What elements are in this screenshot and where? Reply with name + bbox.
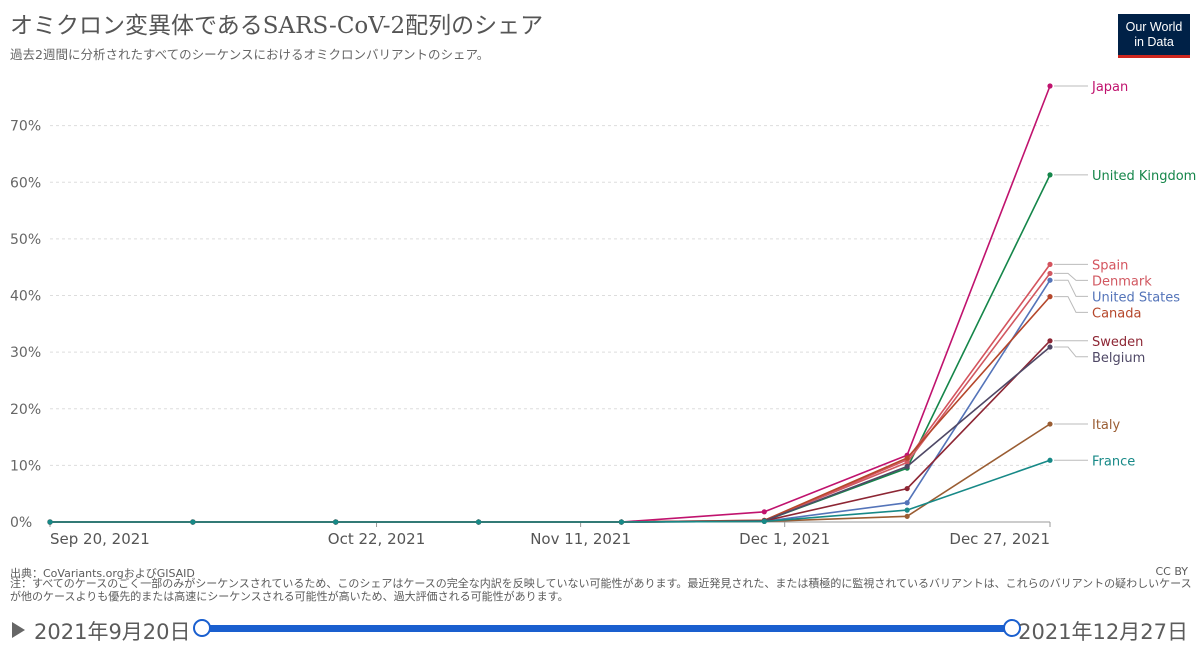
timeline-end-handle[interactable] — [1003, 619, 1021, 637]
legend-label: France — [1092, 454, 1135, 469]
data-point — [1047, 294, 1053, 300]
data-point — [1047, 421, 1053, 427]
timeline-start-handle[interactable] — [193, 619, 211, 637]
data-point — [1047, 338, 1053, 344]
logo-line-2: in Data — [1134, 35, 1174, 49]
data-point — [904, 500, 910, 506]
our-world-in-data-logo[interactable]: Our World in Data — [1118, 14, 1190, 58]
series-line — [50, 423, 1051, 523]
legend-label: Japan — [1091, 80, 1128, 95]
series-line — [50, 279, 1051, 523]
legend-label: Canada — [1092, 306, 1141, 321]
legend-label: Sweden — [1092, 335, 1143, 350]
legend-connector — [1054, 272, 1088, 281]
footnote: 注：すべてのケースのごく一部のみがシーケンスされているため、このシェアはケースの… — [10, 577, 1192, 603]
y-tick-label: 30% — [10, 345, 41, 361]
data-point — [190, 519, 196, 525]
data-point — [904, 513, 910, 519]
data-point — [618, 519, 625, 525]
data-point — [904, 507, 910, 513]
timeline-track[interactable] — [202, 625, 1012, 632]
data-point — [761, 509, 767, 515]
line-chart: 0% 10% 20% 30% 40% 50% 60% 70% Sep 20, 2021 Oct 2… — [10, 80, 1196, 548]
data-point — [1047, 261, 1053, 267]
data-point — [1047, 344, 1053, 350]
x-tick-label: Sep 20, 2021 — [50, 530, 150, 548]
data-point — [1047, 277, 1053, 283]
legend-label: Denmark — [1092, 274, 1152, 289]
y-tick-label: 50% — [10, 232, 41, 248]
data-point — [333, 519, 339, 525]
data-point — [904, 459, 910, 466]
y-tick-label: 40% — [10, 289, 41, 305]
data-point — [904, 485, 910, 492]
play-icon[interactable] — [12, 622, 25, 638]
series-line — [50, 85, 1051, 523]
legend-connector — [1054, 279, 1088, 297]
y-tick-label: 20% — [10, 402, 41, 418]
license-link[interactable]: CC BY — [1155, 565, 1188, 578]
data-point — [1047, 172, 1053, 178]
data-point — [1047, 457, 1053, 463]
timeline-end-label: 2021年12月27日 — [1018, 620, 1188, 644]
legend-label: Belgium — [1092, 351, 1145, 366]
data-point — [904, 463, 910, 470]
data-point — [1047, 83, 1053, 89]
x-tick-label: Dec 1, 2021 — [739, 530, 830, 548]
x-tick-label: Oct 22, 2021 — [328, 530, 426, 548]
source-note: 出典：CoVariants.orgおよびGISAID — [10, 567, 195, 580]
chart-subtitle: 過去2週間に分析されたすべてのシーケンスにおけるオミクロンバリアントのシェア。 — [10, 47, 490, 62]
legend-label: Italy — [1092, 418, 1121, 433]
legend-label: Spain — [1092, 258, 1128, 273]
series-line — [50, 272, 1051, 523]
y-tick-label: 0% — [10, 515, 32, 531]
data-point — [904, 455, 910, 461]
y-tick-label: 70% — [10, 119, 41, 135]
series-line — [50, 346, 1051, 523]
x-tick-label: Nov 11, 2021 — [530, 530, 631, 548]
y-tick-label: 60% — [10, 175, 41, 191]
series-line — [50, 459, 1051, 523]
logo-line-1: Our World — [1125, 20, 1183, 34]
y-tick-label: 10% — [10, 458, 41, 474]
series-line — [50, 296, 1051, 523]
legend-connector — [1054, 296, 1088, 313]
data-point — [47, 519, 53, 525]
x-tick-label: Dec 27, 2021 — [949, 530, 1050, 548]
data-point — [475, 519, 482, 525]
legend-connector — [1054, 346, 1088, 358]
data-point — [1047, 270, 1053, 277]
series-line — [50, 340, 1051, 523]
legend-label: United States — [1092, 290, 1180, 305]
timeline-start-label: 2021年9月20日 — [34, 620, 191, 644]
data-point — [761, 518, 767, 525]
legend-label: United Kingdom — [1092, 169, 1196, 184]
chart-title: オミクロン変異体であるSARS-CoV-2配列のシェア — [10, 13, 544, 39]
series-line — [50, 263, 1051, 523]
timeline-slider[interactable]: 2021年9月20日 2021年12月27日 — [0, 614, 1200, 644]
